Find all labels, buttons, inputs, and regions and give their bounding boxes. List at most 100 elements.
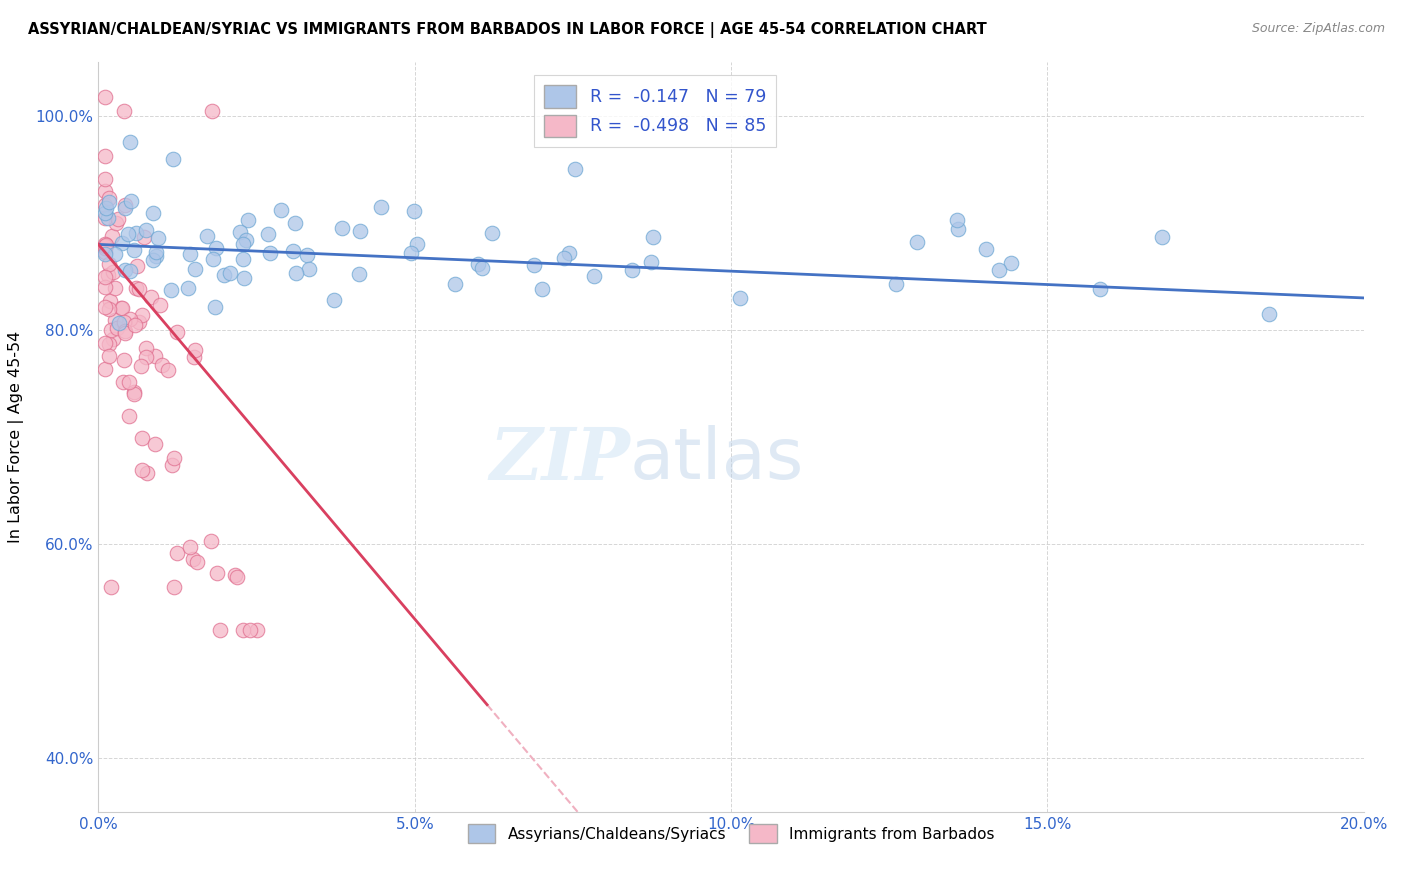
Point: [98, 294, 121, 309]
Point: [620, 262, 643, 277]
Point: [103, 265, 125, 279]
Point: [564, 162, 586, 177]
Point: [1000, 256, 1022, 270]
Point: [125, 281, 148, 295]
Point: [162, 458, 184, 472]
Point: [135, 223, 157, 237]
Point: [166, 326, 188, 340]
Point: [104, 281, 127, 295]
Point: [117, 375, 139, 389]
Point: [284, 216, 307, 230]
Point: [349, 224, 371, 238]
Point: [204, 300, 226, 314]
Point: [143, 437, 166, 451]
Point: [93, 335, 117, 350]
Point: [93, 206, 117, 220]
Point: [163, 580, 186, 594]
Text: ASSYRIAN/CHALDEAN/SYRIAC VS IMMIGRANTS FROM BARBADOS IN LABOR FORCE | AGE 45-54 : ASSYRIAN/CHALDEAN/SYRIAC VS IMMIGRANTS F…: [28, 22, 987, 38]
Point: [467, 257, 489, 271]
Point: [399, 245, 422, 260]
Point: [283, 244, 305, 259]
Point: [135, 350, 157, 364]
Point: [93, 270, 117, 285]
Point: [184, 262, 207, 277]
Point: [162, 152, 184, 166]
Point: [129, 359, 152, 373]
Point: [974, 242, 997, 256]
Point: [205, 241, 228, 255]
Point: [728, 292, 751, 306]
Point: [114, 201, 136, 215]
Point: [224, 568, 246, 582]
Point: [132, 230, 155, 244]
Point: [1150, 229, 1173, 244]
Point: [553, 251, 575, 265]
Point: [142, 206, 165, 220]
Point: [481, 226, 503, 240]
Point: [298, 262, 321, 277]
Point: [93, 211, 117, 225]
Point: [884, 277, 907, 291]
Point: [946, 222, 969, 236]
Point: [523, 258, 546, 272]
Point: [112, 353, 135, 368]
Point: [104, 312, 127, 326]
Point: [114, 326, 136, 340]
Point: [201, 252, 224, 266]
Point: [205, 566, 228, 580]
Point: [232, 623, 254, 637]
Point: [232, 252, 254, 267]
Point: [94, 201, 117, 215]
Point: [97, 268, 120, 283]
Point: [330, 221, 353, 235]
Point: [226, 570, 249, 584]
Point: [107, 211, 129, 226]
Point: [370, 200, 392, 214]
Point: [640, 254, 662, 268]
Point: [124, 318, 146, 332]
Point: [114, 263, 136, 277]
Point: [1257, 307, 1279, 321]
Point: [98, 194, 121, 209]
Point: [111, 235, 134, 250]
Point: [139, 290, 162, 304]
Point: [177, 281, 200, 295]
Point: [443, 277, 465, 291]
Point: [104, 247, 127, 261]
Point: [114, 324, 136, 338]
Point: [96, 237, 118, 252]
Point: [531, 282, 554, 296]
Point: [122, 243, 145, 257]
Point: [93, 172, 117, 186]
Point: [179, 247, 201, 261]
Point: [149, 298, 172, 312]
Point: [295, 247, 318, 261]
Point: [128, 316, 150, 330]
Point: [184, 343, 207, 357]
Point: [231, 237, 253, 252]
Point: [128, 282, 150, 296]
Point: [101, 228, 124, 243]
Point: [232, 271, 254, 285]
Point: [117, 227, 139, 241]
Point: [402, 204, 425, 219]
Point: [98, 301, 121, 316]
Point: [111, 301, 134, 315]
Point: [905, 235, 928, 250]
Text: atlas: atlas: [630, 425, 804, 494]
Point: [257, 227, 280, 241]
Point: [112, 103, 135, 118]
Point: [97, 211, 120, 225]
Point: [347, 268, 370, 282]
Point: [259, 246, 281, 260]
Point: [100, 580, 122, 594]
Point: [181, 551, 204, 566]
Point: [120, 264, 142, 278]
Point: [143, 349, 166, 363]
Point: [120, 135, 142, 149]
Text: ZIP: ZIP: [489, 424, 630, 495]
Point: [93, 280, 117, 294]
Point: [110, 301, 132, 315]
Point: [93, 238, 117, 252]
Point: [122, 385, 145, 400]
